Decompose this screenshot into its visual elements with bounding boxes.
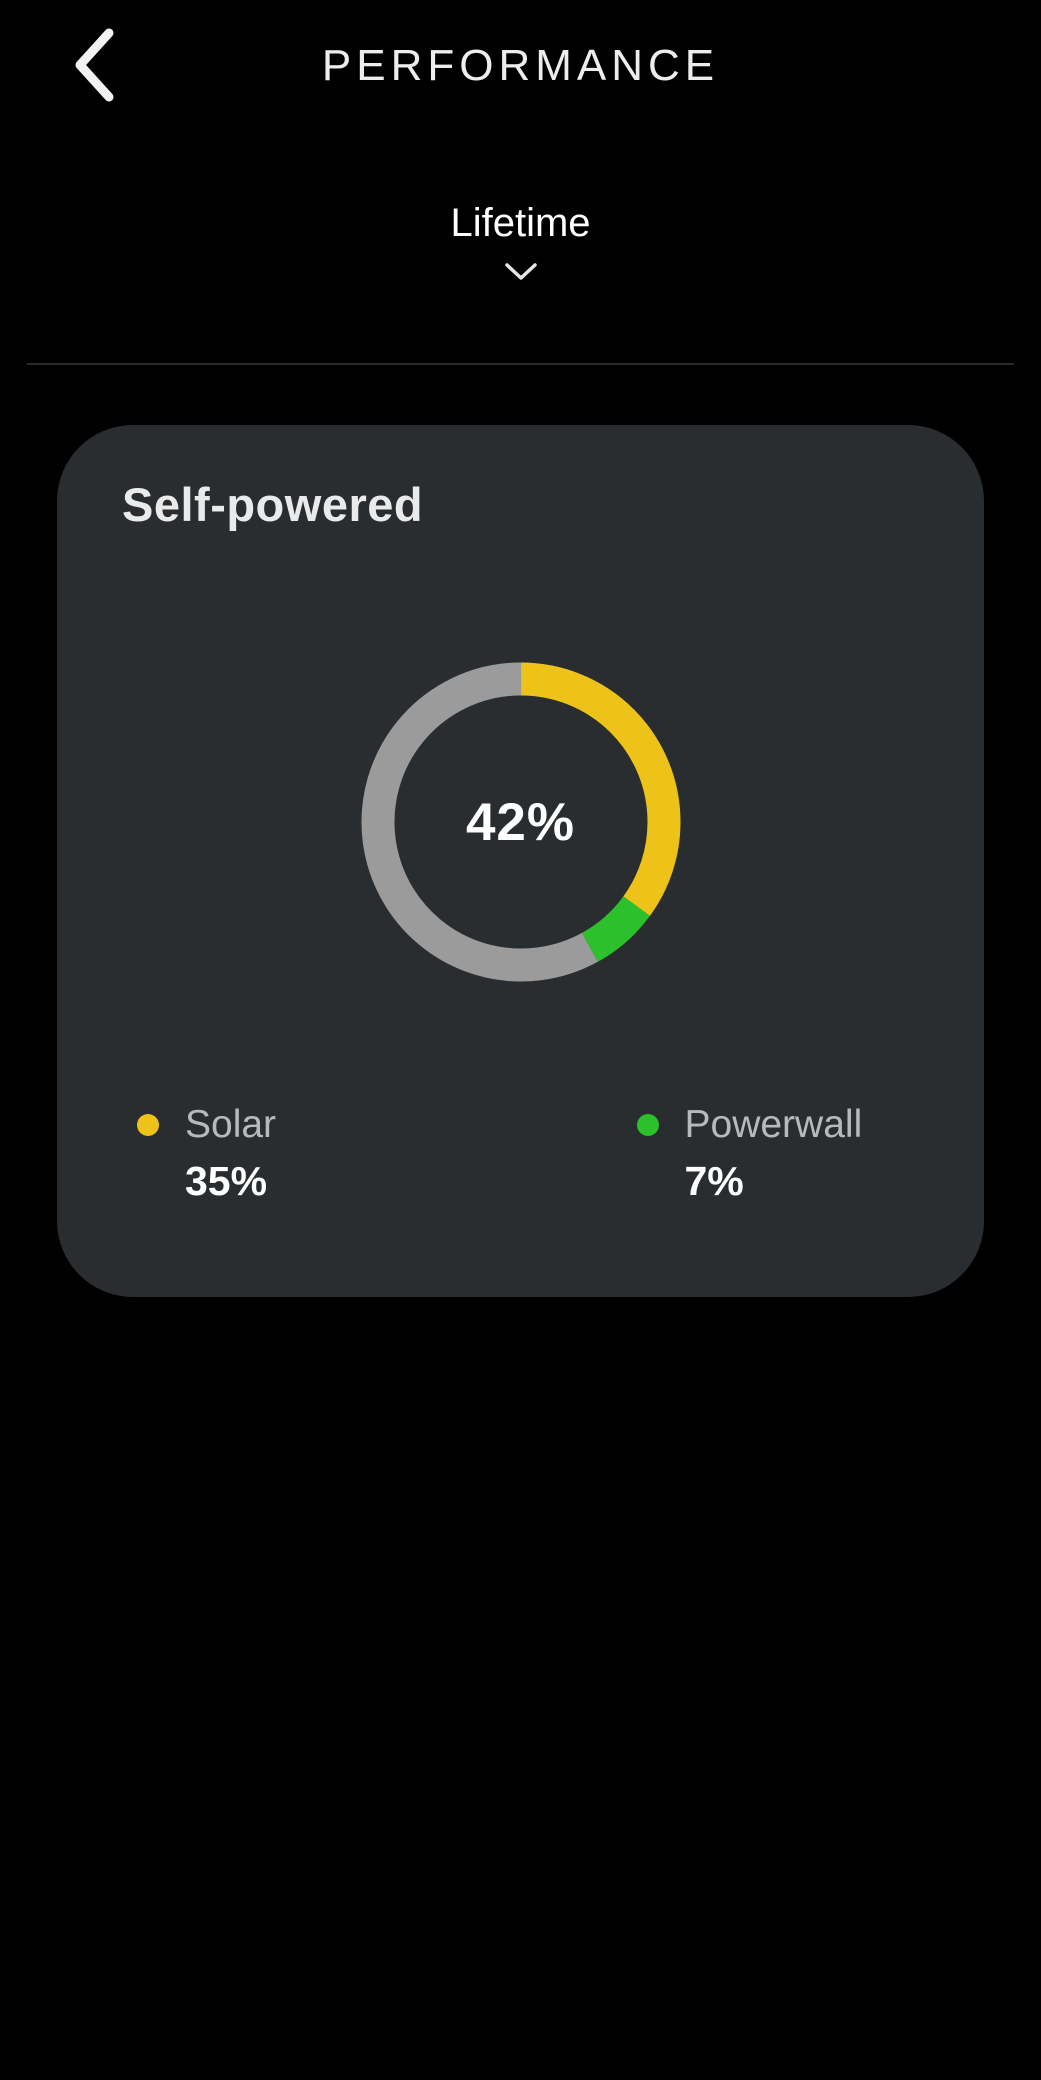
legend-value: 7% [684, 1158, 744, 1204]
card-title: Self-powered [122, 478, 424, 531]
period-label: Lifetime [450, 201, 591, 245]
powerwall-dot-icon [636, 1114, 659, 1136]
legend-value: 35% [185, 1158, 268, 1204]
chevron-down-icon [504, 262, 538, 287]
donut-center-value: 42% [465, 792, 576, 852]
period-selector[interactable]: Lifetime [0, 196, 1041, 287]
donut-chart: 42% [361, 662, 681, 982]
solar-dot-icon [137, 1114, 159, 1136]
chevron-left-icon [73, 28, 115, 105]
divider [27, 363, 1014, 365]
donut-chart-svg [361, 662, 680, 982]
legend-item-powerwall: Powerwall 7% [521, 1099, 985, 1207]
legend-item-solar: Solar 35% [57, 1099, 521, 1207]
legend-label: Solar [185, 1103, 277, 1146]
page-title: PERFORMANCE [321, 41, 720, 90]
legend-label: Powerwall [684, 1103, 863, 1146]
self-powered-card: Self-powered 42% Solar 35% Powerwall 7% [57, 425, 984, 1297]
legend: Solar 35% Powerwall 7% [57, 1099, 984, 1207]
header: PERFORMANCE [0, 0, 1041, 104]
back-button[interactable] [58, 22, 130, 110]
